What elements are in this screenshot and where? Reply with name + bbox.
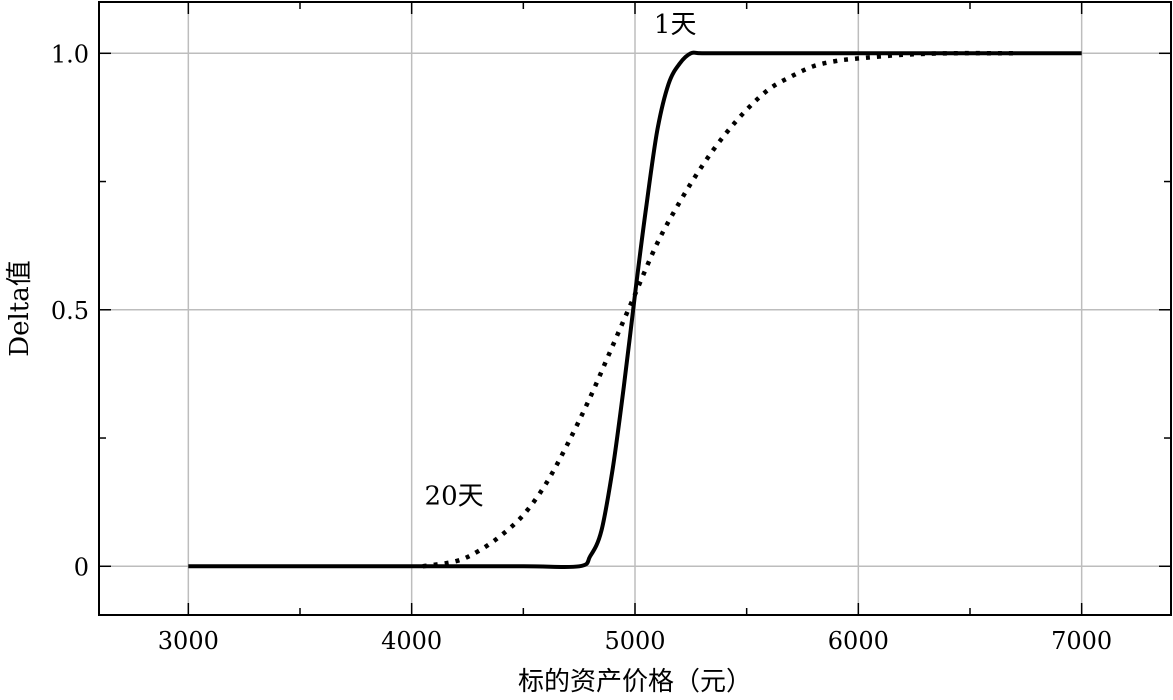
- x-tick-label: 7000: [1051, 627, 1112, 655]
- x-tick-label: 3000: [158, 627, 219, 655]
- x-tick-label: 6000: [828, 627, 889, 655]
- y-axis-label: Delta值: [5, 260, 35, 357]
- series-annotation: 20天: [425, 482, 484, 512]
- y-tick-label: 1.0: [51, 40, 89, 68]
- series-lines: [188, 50, 1082, 570]
- series-line-solid: [188, 50, 1082, 570]
- x-axis-label: 标的资产价格（元）: [518, 667, 752, 696]
- annotations: 1天 20天: [425, 10, 697, 512]
- tick-labels: 3000 4000 5000 6000 7000 0 0.5 1.0: [51, 40, 1112, 655]
- x-tick-label: 5000: [604, 627, 665, 655]
- x-tick-label: 4000: [381, 627, 442, 655]
- y-tick-label: 0: [74, 553, 89, 581]
- series-annotation: 1天: [654, 10, 697, 40]
- axis-ticks: [99, 2, 1171, 615]
- y-tick-label: 0.5: [51, 297, 89, 325]
